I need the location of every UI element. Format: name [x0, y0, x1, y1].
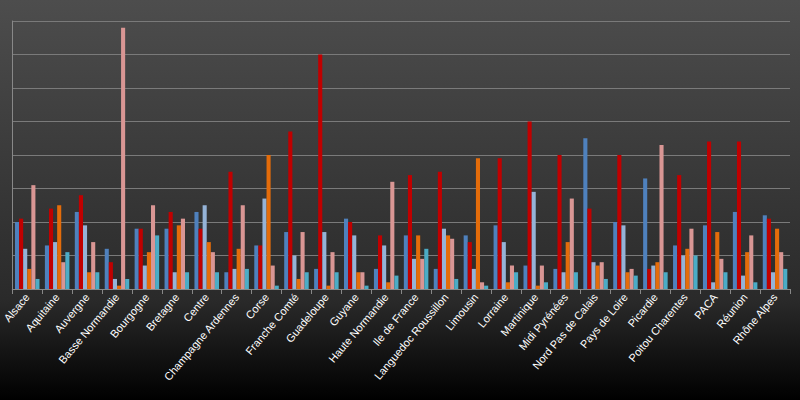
svg-text:Haute Normandie: Haute Normandie — [326, 291, 391, 365]
svg-text:Martinique: Martinique — [498, 291, 541, 339]
svg-text:Guyane: Guyane — [326, 291, 361, 329]
svg-text:Corse: Corse — [243, 291, 271, 321]
svg-text:Franche Comté: Franche Comté — [243, 291, 301, 357]
svg-text:PACA: PACA — [692, 291, 720, 322]
svg-text:Nord Pas de Calais: Nord Pas de Calais — [530, 291, 601, 372]
svg-text:Auvergne: Auvergne — [52, 291, 92, 335]
svg-text:Pays de Loire: Pays de Loire — [578, 291, 630, 350]
svg-text:Ile de France: Ile de France — [370, 291, 421, 348]
svg-text:Rhône Alpes: Rhône Alpes — [730, 291, 780, 347]
svg-text:Poitou Charentes: Poitou Charentes — [626, 291, 690, 364]
svg-text:Aquitaine: Aquitaine — [23, 291, 62, 334]
svg-text:Champagne Ardennes: Champagne Ardennes — [162, 291, 242, 383]
svg-text:Midi Pyrénées: Midi Pyrénées — [516, 291, 571, 353]
svg-text:Guadeloupe: Guadeloupe — [283, 291, 331, 345]
svg-text:Lorraine: Lorraine — [475, 291, 511, 330]
svg-text:Picardie: Picardie — [625, 291, 660, 330]
svg-text:Basse Normandie: Basse Normandie — [56, 291, 122, 366]
svg-text:Bourgogne: Bourgogne — [108, 291, 152, 340]
svg-text:Alsace: Alsace — [1, 291, 31, 324]
svg-text:Bretagne: Bretagne — [143, 291, 181, 333]
svg-text:Limousin: Limousin — [443, 291, 481, 332]
svg-text:Languedoc Roussillon: Languedoc Roussillon — [372, 291, 451, 382]
svg-text:Réunion: Réunion — [714, 291, 750, 331]
svg-text:Centre: Centre — [181, 291, 211, 324]
